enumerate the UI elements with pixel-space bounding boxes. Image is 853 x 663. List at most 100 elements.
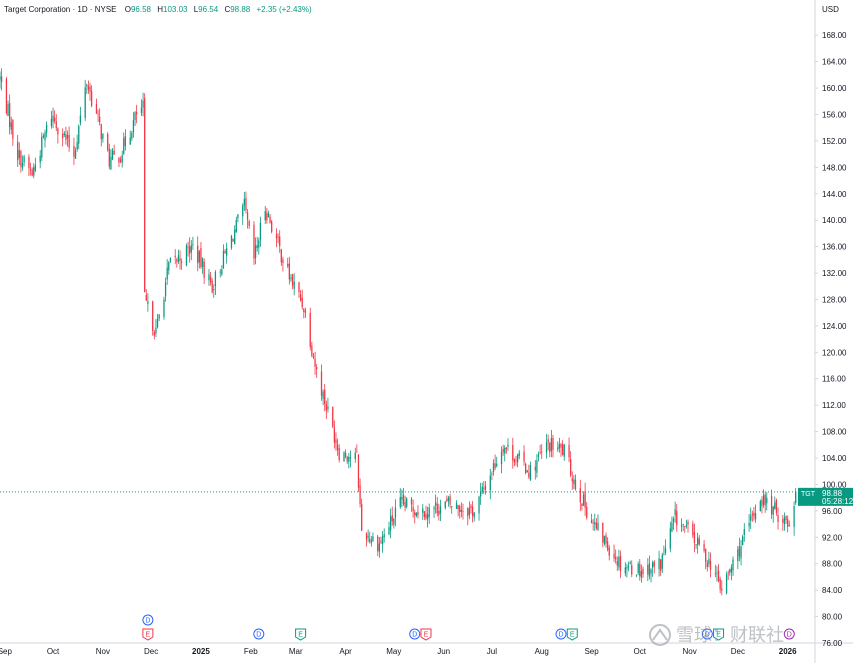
candle-body <box>234 229 236 245</box>
candle-body <box>470 505 472 508</box>
candle-body <box>579 488 581 503</box>
candle-body <box>676 511 678 526</box>
candle-body <box>652 562 654 568</box>
event-badges: DE D E D E D E D E D <box>142 614 795 641</box>
dividend-badge[interactable]: D <box>409 628 421 640</box>
candle-body <box>730 567 733 573</box>
candle-body <box>669 528 671 549</box>
candle-body <box>311 345 313 356</box>
candle-body <box>174 255 176 257</box>
candle-body <box>672 518 675 522</box>
candle-body <box>73 145 75 157</box>
candle-body <box>209 276 212 283</box>
candle-body <box>158 314 160 319</box>
candle-body <box>624 567 626 574</box>
candle-body <box>785 515 787 521</box>
x-tick-label: May <box>386 647 401 656</box>
earnings-badge[interactable]: E <box>142 628 154 641</box>
candle-body <box>9 103 11 127</box>
candle-body <box>422 508 424 513</box>
candle-body <box>333 427 336 443</box>
candle-body <box>674 509 676 516</box>
candle-body <box>322 391 324 400</box>
dividend-badge[interactable]: D <box>555 628 567 640</box>
candle-body <box>534 466 536 471</box>
candle-body <box>100 124 102 140</box>
candle-body <box>549 442 551 453</box>
candle-body <box>383 534 385 538</box>
y-tick-label: 80.00 <box>822 613 843 622</box>
y-tick-label: 140.00 <box>822 216 847 225</box>
candle-body <box>156 318 159 328</box>
candle-body <box>415 512 417 517</box>
dividend-badge[interactable]: D <box>783 628 795 640</box>
candle-body <box>0 76 1 80</box>
candle-body <box>166 267 168 280</box>
candle-body <box>378 543 381 552</box>
x-tick-label: 2026 <box>779 647 797 656</box>
candle-body <box>545 442 548 453</box>
high-value: 103.03 <box>163 5 188 14</box>
candle-body <box>795 491 797 503</box>
dividend-badge[interactable]: D <box>253 628 265 640</box>
candle-body <box>459 506 461 512</box>
candle-body <box>626 566 628 569</box>
candle-body <box>197 245 199 264</box>
candle-body <box>492 463 495 472</box>
candle-body <box>738 546 741 557</box>
candle-body <box>344 452 347 457</box>
candle-body <box>118 157 120 163</box>
candle-body <box>50 118 53 127</box>
candle-body <box>594 522 596 525</box>
candle-body <box>301 298 303 307</box>
candle-body <box>571 478 573 482</box>
candle-body <box>714 573 716 575</box>
earnings-badge[interactable]: E <box>713 628 725 641</box>
y-tick-label: 112.00 <box>822 401 846 410</box>
candle-body <box>369 538 371 542</box>
x-tick-label: Apr <box>339 647 352 656</box>
open-value: 96.58 <box>131 5 152 14</box>
candle-body <box>52 115 54 122</box>
candle-body <box>438 510 440 516</box>
earnings-badge[interactable]: E <box>420 628 432 641</box>
candle-body <box>230 235 233 248</box>
earnings-badge[interactable]: E <box>566 628 578 641</box>
candle-body <box>312 355 315 358</box>
candle-body <box>79 115 82 124</box>
candle-body <box>661 554 663 569</box>
candle-body <box>705 548 707 562</box>
y-tick-label: 88.00 <box>822 560 843 569</box>
candle-body <box>539 452 541 454</box>
dividend-badge[interactable]: D <box>701 628 713 640</box>
candle-body <box>732 559 734 571</box>
candle-body <box>574 479 577 490</box>
candle-body <box>460 509 462 512</box>
candle-body <box>293 281 295 289</box>
last-price-value: 98.88 <box>822 489 843 498</box>
candle-body <box>451 506 453 507</box>
candle-body <box>12 119 14 139</box>
candle-body <box>348 456 350 462</box>
candle-body <box>198 251 200 263</box>
candle-body <box>563 444 565 457</box>
x-tick-label: Dec <box>731 647 745 656</box>
earnings-badge[interactable]: E <box>295 628 307 641</box>
x-tick-label: 2025 <box>192 647 210 656</box>
candle-body <box>235 219 237 232</box>
candle-body <box>135 112 138 115</box>
dividend-badge[interactable]: D <box>142 614 154 626</box>
candle-body <box>518 452 520 457</box>
candle-body <box>245 197 247 211</box>
candle-body <box>332 406 334 427</box>
candle-body <box>568 444 570 458</box>
candle-body <box>142 100 144 108</box>
svg-text:E: E <box>298 632 303 639</box>
candle-body <box>338 448 340 460</box>
symbol-line: Target Corporation · 1D · NYSE <box>4 5 117 14</box>
candle-body <box>766 497 768 504</box>
candle-body <box>254 245 257 258</box>
candle-body <box>682 524 684 525</box>
candle-body <box>444 501 446 508</box>
